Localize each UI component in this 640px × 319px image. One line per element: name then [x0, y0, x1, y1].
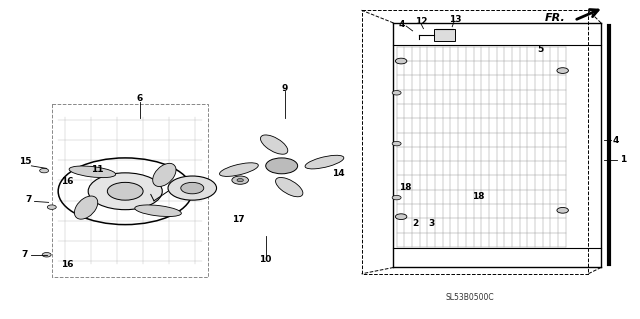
Circle shape — [180, 182, 204, 194]
Text: 9: 9 — [282, 84, 288, 93]
Ellipse shape — [220, 163, 259, 176]
Polygon shape — [435, 29, 455, 41]
Text: 6: 6 — [137, 94, 143, 103]
Circle shape — [47, 205, 56, 209]
Ellipse shape — [135, 205, 181, 217]
Text: SL53B0500C: SL53B0500C — [446, 293, 494, 302]
Text: 16: 16 — [61, 177, 74, 186]
Text: 7: 7 — [25, 195, 31, 204]
Circle shape — [392, 141, 401, 146]
Text: FR.: FR. — [545, 13, 565, 23]
Text: 2: 2 — [413, 219, 419, 227]
Text: 4: 4 — [612, 136, 619, 145]
Text: 15: 15 — [19, 157, 31, 166]
Text: 10: 10 — [260, 255, 272, 264]
Text: 18: 18 — [399, 183, 411, 192]
Text: 18: 18 — [472, 192, 484, 202]
Text: 16: 16 — [61, 260, 74, 270]
Text: 7: 7 — [22, 250, 28, 259]
Ellipse shape — [153, 163, 176, 187]
Circle shape — [40, 168, 49, 173]
Ellipse shape — [276, 177, 303, 197]
Circle shape — [88, 173, 163, 210]
Circle shape — [557, 68, 568, 73]
Circle shape — [266, 158, 298, 174]
Circle shape — [237, 179, 243, 182]
Text: 12: 12 — [415, 17, 427, 26]
Circle shape — [108, 182, 143, 200]
Text: 1: 1 — [620, 155, 627, 164]
Text: 14: 14 — [332, 169, 344, 178]
Text: 11: 11 — [92, 165, 104, 174]
Text: 4: 4 — [399, 20, 405, 29]
Text: 3: 3 — [429, 219, 435, 227]
Circle shape — [392, 91, 401, 95]
Ellipse shape — [260, 135, 288, 154]
Text: 5: 5 — [537, 45, 543, 55]
Circle shape — [42, 253, 51, 257]
Circle shape — [396, 58, 407, 64]
Circle shape — [168, 176, 216, 200]
Ellipse shape — [74, 196, 98, 219]
Circle shape — [392, 196, 401, 200]
Text: 17: 17 — [232, 215, 244, 224]
Ellipse shape — [69, 166, 116, 178]
Text: 13: 13 — [449, 15, 461, 24]
Circle shape — [396, 214, 407, 219]
Circle shape — [232, 176, 248, 184]
Circle shape — [557, 207, 568, 213]
Ellipse shape — [305, 155, 344, 169]
